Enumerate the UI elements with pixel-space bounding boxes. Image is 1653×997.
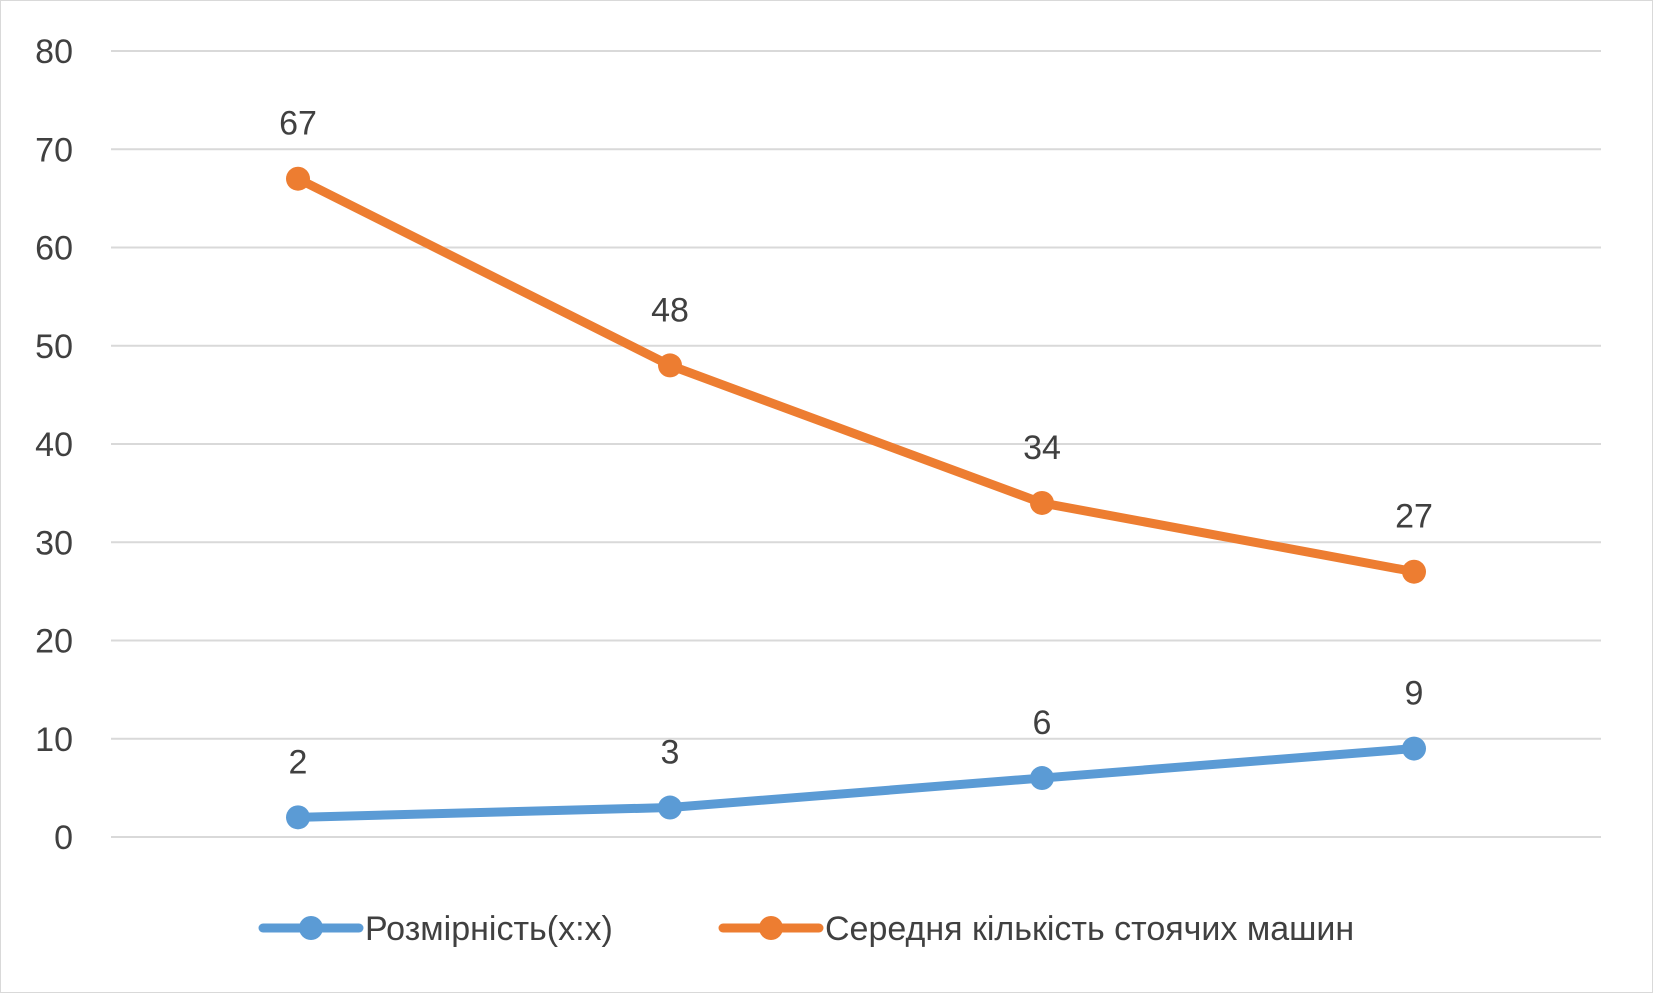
y-axis-tick-labels: 0 10 20 30 40 50 60 70 80 bbox=[35, 33, 73, 857]
data-label-s2-4: 27 bbox=[1395, 498, 1433, 536]
series-line-1 bbox=[293, 744, 1419, 822]
series-line-2 bbox=[293, 174, 1419, 577]
y-tick-label-40: 40 bbox=[35, 426, 73, 464]
data-labels: 2 3 6 9 67 48 34 27 bbox=[279, 105, 1433, 782]
data-label-s1-1: 2 bbox=[289, 743, 308, 781]
legend-marker-1 bbox=[299, 916, 323, 940]
data-point-s1-1 bbox=[286, 805, 310, 830]
data-point-s2-1 bbox=[286, 166, 310, 191]
data-point-s2-4 bbox=[1402, 559, 1426, 584]
legend-label-1: Розмірність(x:x) bbox=[365, 910, 613, 948]
legend-marker-2 bbox=[759, 916, 783, 940]
data-point-s1-3 bbox=[1030, 766, 1054, 791]
y-tick-label-50: 50 bbox=[35, 328, 73, 366]
legend: Розмірність(x:x) Середня кількість стоячи… bbox=[258, 910, 1354, 948]
data-label-s1-4: 9 bbox=[1405, 675, 1424, 713]
y-tick-label-70: 70 bbox=[35, 131, 73, 169]
data-point-s2-2 bbox=[658, 353, 682, 378]
data-label-s1-2: 3 bbox=[661, 734, 680, 772]
legend-label-2: Середня кількість стоячих машин bbox=[825, 910, 1354, 948]
y-tick-label-30: 30 bbox=[35, 524, 73, 562]
data-label-s1-3: 6 bbox=[1033, 704, 1052, 742]
y-tick-label-60: 60 bbox=[35, 230, 73, 268]
data-point-s2-3 bbox=[1030, 490, 1054, 515]
y-tick-label-10: 10 bbox=[35, 721, 73, 759]
y-tick-label-80: 80 bbox=[35, 33, 73, 71]
gridlines bbox=[111, 50, 1601, 838]
data-point-s1-4 bbox=[1402, 736, 1426, 761]
y-tick-label-20: 20 bbox=[35, 623, 73, 661]
data-label-s2-3: 34 bbox=[1023, 429, 1061, 467]
y-tick-label-0: 0 bbox=[54, 819, 73, 857]
data-point-s1-2 bbox=[658, 795, 682, 820]
series-lines bbox=[286, 166, 1426, 830]
data-label-s2-1: 67 bbox=[279, 105, 317, 143]
data-label-s2-2: 48 bbox=[651, 291, 689, 329]
